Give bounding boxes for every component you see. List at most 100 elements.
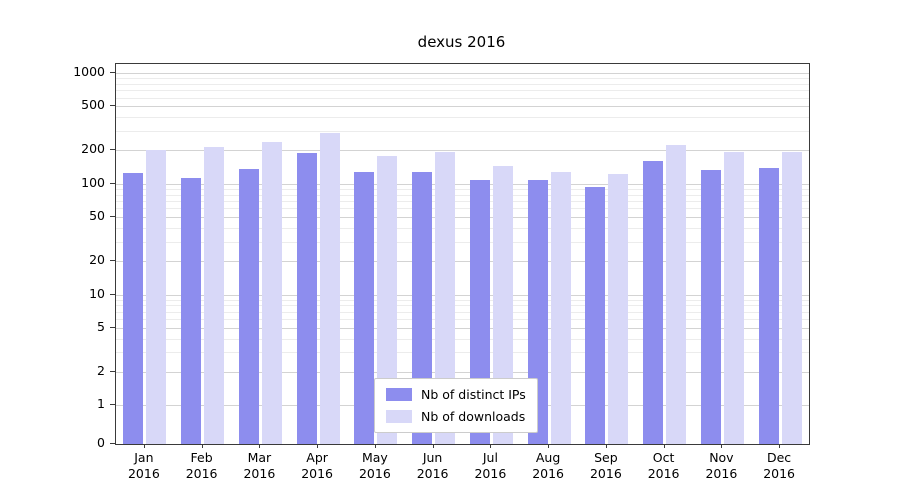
xtick-mark (721, 444, 723, 448)
legend: Nb of distinct IPs Nb of downloads (374, 378, 538, 433)
gridline-major (116, 150, 809, 152)
ytick-mark (110, 105, 115, 107)
ytick-label-10: 10 (89, 285, 105, 301)
xtick-label-nov: Nov 2016 (705, 450, 738, 481)
gridline-major (116, 73, 809, 74)
ytick-label-1: 1 (97, 396, 105, 412)
bar-distinct-ips-dec (758, 168, 779, 444)
gridline-minor (116, 305, 809, 307)
legend-swatch-distinct-ips (386, 388, 412, 401)
gridline-minor (116, 200, 809, 202)
ytick-mark (110, 216, 115, 218)
ytick-label-200: 200 (81, 141, 105, 157)
xtick-mark (317, 444, 319, 448)
xtick-mark (201, 444, 203, 448)
legend-label-distinct-ips: Nb of distinct IPs (421, 387, 526, 402)
bar-distinct-ips-apr (296, 152, 317, 444)
ytick-mark (110, 72, 115, 73)
gridline-major (116, 261, 809, 263)
chart-title: dexus 2016 (417, 33, 506, 51)
ytick-label-1000: 1000 (73, 64, 105, 79)
gridline-major (116, 327, 809, 329)
legend-row-distinct-ips: Nb of distinct IPs (386, 387, 526, 402)
bar-downloads-feb (204, 146, 225, 444)
xtick-label-apr: Apr 2016 (301, 450, 333, 481)
bar-distinct-ips-oct (643, 161, 664, 444)
ytick-mark (110, 149, 115, 151)
bar-distinct-ips-sep (585, 187, 606, 444)
ytick-label-500: 500 (81, 97, 105, 113)
bar-downloads-aug (550, 171, 571, 444)
ytick-label-50: 50 (89, 208, 105, 224)
gridline-minor (116, 299, 809, 301)
bar-downloads-jul (492, 165, 513, 444)
gridline-minor (116, 130, 809, 132)
ytick-mark (110, 404, 115, 406)
xtick-mark (663, 444, 665, 448)
legend-row-downloads: Nb of downloads (386, 409, 526, 424)
gridline-major (116, 106, 809, 108)
ytick-label-20: 20 (89, 252, 105, 268)
bar-downloads-may (377, 155, 398, 444)
xtick-mark (143, 444, 145, 448)
legend-label-downloads: Nb of downloads (421, 409, 526, 424)
gridline-minor (116, 83, 809, 85)
xtick-mark (548, 444, 550, 448)
xtick-label-oct: Oct 2016 (647, 450, 680, 481)
ytick-label-100: 100 (81, 174, 105, 190)
xtick-label-jun: Jun 2016 (416, 450, 449, 481)
bar-downloads-jan (146, 150, 167, 444)
bar-downloads-apr (319, 133, 340, 444)
bar-downloads-mar (261, 141, 282, 444)
xtick-label-mar: Mar 2016 (243, 450, 276, 481)
ytick-label-0: 0 (97, 435, 105, 450)
xtick-mark (605, 444, 607, 448)
gridline-minor (116, 90, 809, 92)
gridline-minor (116, 311, 809, 313)
xtick-mark (490, 444, 492, 448)
ytick-label-2: 2 (97, 362, 105, 378)
bar-distinct-ips-may (354, 171, 375, 444)
xtick-mark (432, 444, 434, 448)
xtick-label-aug: Aug 2016 (532, 450, 564, 481)
xtick-mark (259, 444, 261, 448)
gridline-minor (116, 208, 809, 210)
bar-distinct-ips-nov (700, 170, 721, 444)
ytick-mark (110, 326, 115, 328)
ytick-mark (110, 260, 115, 262)
bar-downloads-jun (435, 151, 456, 444)
gridline-minor (116, 241, 809, 243)
legend-swatch-downloads (386, 410, 412, 423)
gridline-minor (116, 188, 809, 190)
gridline-minor (116, 117, 809, 118)
bar-distinct-ips-feb (181, 178, 202, 444)
plot-area: Nb of distinct IPs Nb of downloads (115, 63, 810, 445)
gridline-minor (116, 227, 809, 229)
gridline-major (116, 294, 809, 296)
xtick-label-jul: Jul 2016 (474, 450, 507, 481)
xtick-label-feb: Feb 2016 (185, 450, 218, 481)
gridline-minor (116, 319, 809, 321)
gridline-minor (116, 97, 809, 99)
bar-downloads-sep (608, 174, 629, 444)
bar-distinct-ips-mar (238, 169, 259, 444)
ytick-mark (110, 293, 115, 295)
gridline-major (116, 217, 809, 219)
bar-downloads-oct (666, 144, 687, 444)
xtick-label-sep: Sep 2016 (589, 450, 622, 481)
xtick-mark (374, 444, 376, 448)
xtick-label-may: May 2016 (358, 450, 391, 481)
xtick-label-dec: Dec 2016 (763, 450, 795, 481)
bar-distinct-ips-jun (412, 171, 433, 444)
xtick-label-jan: Jan 2016 (127, 450, 160, 481)
ytick-mark (110, 443, 115, 444)
gridline-minor (116, 78, 809, 79)
ytick-mark (110, 370, 115, 372)
gridline-major (116, 183, 809, 185)
gridline-major (116, 371, 809, 373)
bar-downloads-dec (781, 151, 802, 444)
bar-downloads-nov (723, 151, 744, 444)
gridline-minor (116, 352, 809, 354)
gridline-minor (116, 338, 809, 340)
ytick-mark (110, 182, 115, 184)
